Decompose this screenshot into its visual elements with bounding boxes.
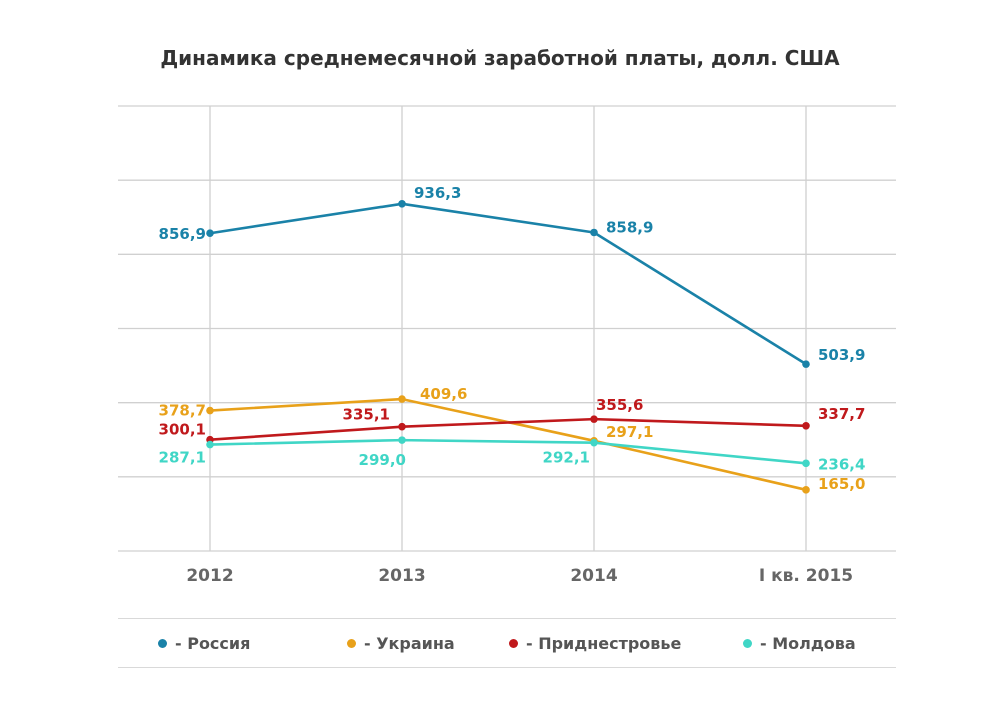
series-line-russia [209, 202, 807, 366]
data-label-russia: 856,9 [159, 225, 206, 243]
data-point-moldova [206, 440, 214, 449]
data-point-ukraine [206, 406, 214, 415]
data-label-moldova: 236,4 [818, 455, 865, 473]
data-label-russia: 503,9 [818, 346, 865, 364]
data-label-russia: 936,3 [414, 184, 461, 202]
data-label-ukraine: 378,7 [159, 402, 206, 420]
data-point-russia [802, 360, 810, 368]
x-tick-label: 2014 [570, 566, 617, 586]
data-label-transnistria: 335,1 [343, 406, 390, 424]
chart-title: Динамика среднемесячной заработной платы… [160, 46, 840, 70]
data-label-ukraine: 165,0 [818, 475, 865, 493]
legend-marker-ukraine [347, 639, 356, 648]
legend-marker-moldova [743, 639, 752, 648]
data-point-transnistria [590, 415, 598, 423]
x-tick-label: 2013 [378, 566, 425, 586]
legend-item-transnistria: - Приднестровье [509, 634, 681, 653]
data-label-transnistria: 337,7 [818, 405, 865, 423]
data-label-transnistria: 300,1 [159, 421, 206, 439]
data-label-moldova: 299,0 [359, 451, 406, 469]
x-tick-label: I кв. 2015 [759, 566, 853, 586]
data-point-moldova [802, 459, 810, 468]
data-label-russia: 858,9 [606, 218, 653, 236]
data-label-ukraine: 409,6 [420, 385, 467, 403]
legend-item-ukraine: - Украина [347, 634, 455, 653]
legend-label-transnistria: - Приднестровье [526, 634, 682, 653]
legend-item-russia: - Россия [158, 634, 250, 653]
data-point-russia [206, 229, 214, 238]
data-point-ukraine [398, 395, 406, 403]
data-point-moldova [398, 436, 406, 444]
data-point-transnistria [398, 422, 406, 431]
data-label-transnistria: 355,6 [596, 396, 643, 414]
data-label-ukraine: 297,1 [606, 423, 653, 441]
data-point-moldova [590, 438, 598, 447]
data-label-moldova: 287,1 [159, 449, 206, 467]
series-line-ukraine [209, 397, 807, 492]
legend-label-ukraine: - Украина [364, 634, 455, 653]
series-line-moldova [209, 438, 807, 465]
legend-label-russia: - Россия [175, 634, 251, 653]
legend-marker-russia [158, 639, 167, 648]
data-point-transnistria [802, 421, 810, 430]
chart-legend: - Россия - Украина - Приднестровье - Мол… [118, 618, 896, 668]
legend-label-moldova: - Молдова [760, 634, 856, 653]
legend-item-moldova: - Молдова [743, 634, 856, 653]
data-point-russia [590, 228, 598, 237]
series-line-transnistria [209, 417, 807, 442]
data-point-ukraine [802, 486, 810, 494]
x-tick-label: 2012 [186, 566, 233, 586]
data-point-russia [398, 199, 406, 208]
legend-marker-transnistria [509, 639, 518, 648]
data-label-moldova: 292,1 [543, 449, 590, 467]
